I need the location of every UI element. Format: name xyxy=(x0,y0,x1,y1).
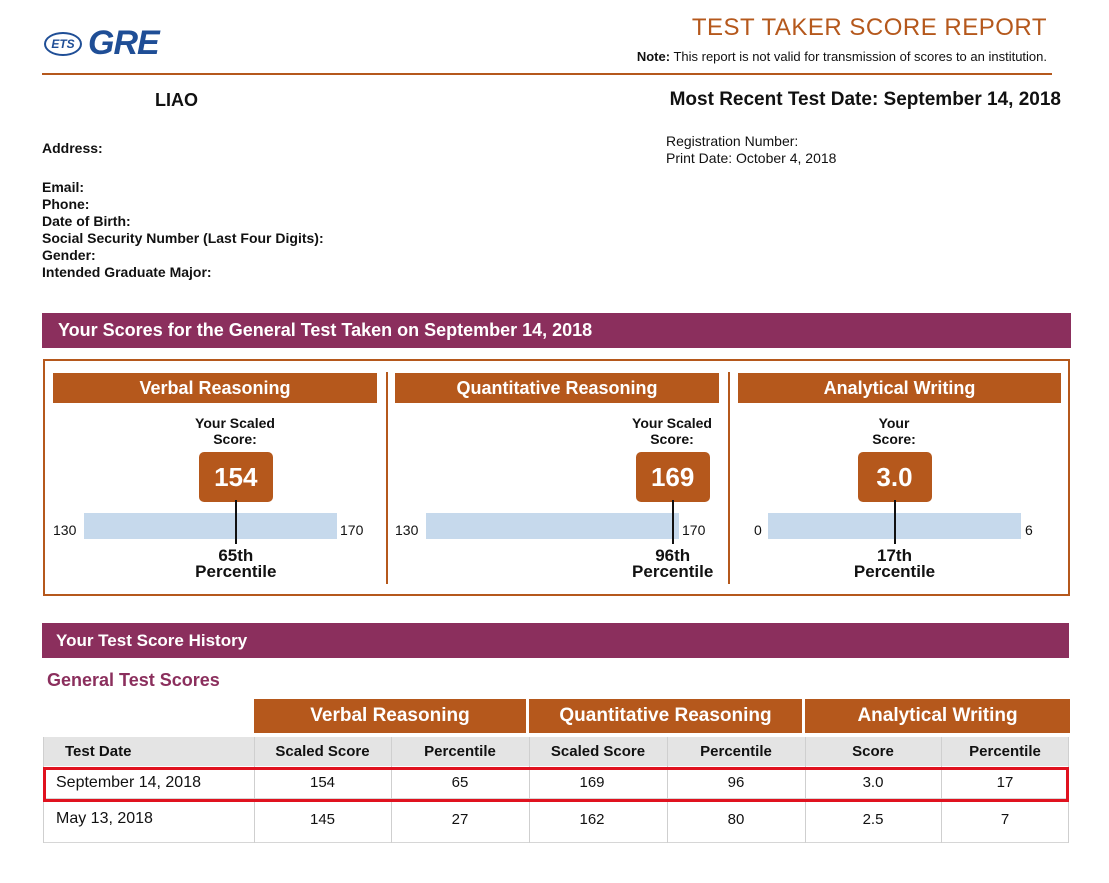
ets-badge: ETS xyxy=(44,31,82,56)
row-writing-score: 3.0 xyxy=(862,774,884,791)
history-group-quant: Quantitative Reasoning xyxy=(529,699,802,733)
address-label: Address: xyxy=(42,140,103,156)
row-quant-percentile: 96 xyxy=(727,774,745,791)
score-label-line: Score: xyxy=(872,431,916,447)
percentile-value: 65th xyxy=(218,546,254,565)
column-separator xyxy=(941,737,942,843)
score-label-line: Your xyxy=(878,415,910,431)
score-label-line: Score: xyxy=(213,431,257,447)
gre-wordmark: GRE xyxy=(88,24,160,62)
table-row xyxy=(43,803,1069,843)
quant-panel-header: Quantitative Reasoning xyxy=(395,373,719,403)
verbal-percentile: 65th Percentile xyxy=(176,546,296,581)
col-verbal-scaled: Scaled Score xyxy=(275,743,370,760)
phone-label: Phone: xyxy=(42,196,90,212)
writing-score-label: Your Score: xyxy=(834,415,954,447)
verbal-max-label: 170 xyxy=(340,522,364,538)
col-verbal-percentile: Percentile xyxy=(424,743,496,760)
gre-logo: ETS GRE xyxy=(44,24,160,63)
verbal-min-label: 130 xyxy=(53,522,77,538)
percentile-word: Percentile xyxy=(853,562,936,581)
gender-label: Gender: xyxy=(42,247,96,263)
percentile-value: 17th xyxy=(877,546,912,565)
verbal-score-marker xyxy=(234,500,237,544)
score-label-line: Score: xyxy=(650,431,694,447)
row-verbal-scaled: 145 xyxy=(309,810,336,828)
report-title: TEST TAKER SCORE REPORT xyxy=(691,14,1047,41)
verbal-range-bar xyxy=(84,513,337,539)
candidate-name: LIAO xyxy=(155,90,198,110)
row-date: September 14, 2018 xyxy=(56,773,201,791)
note-text: This report is not valid for transmissio… xyxy=(673,49,1047,64)
candidate-info-list: Email: Phone: Date of Birth: Social Secu… xyxy=(42,179,324,281)
writing-panel-header: Analytical Writing xyxy=(738,373,1061,403)
writing-min-label: 0 xyxy=(754,522,762,538)
quant-min-label: 130 xyxy=(395,522,419,538)
scores-frame xyxy=(43,359,1070,596)
quant-score-box: 169 xyxy=(635,452,710,502)
writing-score-marker xyxy=(893,500,896,544)
verbal-score-box: 154 xyxy=(198,452,273,502)
column-separator xyxy=(805,737,806,843)
history-group-writing: Analytical Writing xyxy=(805,699,1070,733)
row-verbal-scaled: 154 xyxy=(309,774,336,791)
col-quant-scaled: Scaled Score xyxy=(550,743,646,760)
row-date: May 13, 2018 xyxy=(56,810,153,827)
email-label: Email: xyxy=(42,179,85,195)
row-writing-percentile: 7 xyxy=(1000,810,1010,828)
dob-label: Date of Birth: xyxy=(42,213,131,229)
row-quant-scaled: 162 xyxy=(579,810,605,828)
verbal-panel-header: Verbal Reasoning xyxy=(53,373,377,403)
row-quant-percentile: 80 xyxy=(727,810,745,828)
row-quant-scaled: 169 xyxy=(579,774,605,791)
col-writing-percentile: Percentile xyxy=(969,743,1041,760)
row-verbal-percentile: 27 xyxy=(451,810,469,828)
major-label: Intended Graduate Major: xyxy=(42,264,212,280)
writing-max-label: 6 xyxy=(1025,522,1033,538)
column-separator xyxy=(254,737,255,843)
print-date: Print Date: October 4, 2018 xyxy=(666,150,837,166)
col-writing-score: Score xyxy=(852,743,894,760)
table-row xyxy=(43,766,1069,799)
quant-range-bar xyxy=(426,513,679,539)
general-test-scores-title: General Test Scores xyxy=(47,670,220,690)
quant-score-label: Your Scaled Score: xyxy=(612,415,732,447)
row-writing-percentile: 17 xyxy=(996,774,1014,791)
ssn-label: Social Security Number (Last Four Digits… xyxy=(42,230,324,246)
history-group-verbal: Verbal Reasoning xyxy=(254,699,526,733)
percentile-word: Percentile xyxy=(632,562,714,581)
report-note: Note: This report is not valid for trans… xyxy=(637,49,1047,64)
col-quant-percentile: Percentile xyxy=(700,743,772,760)
writing-percentile: 17th Percentile xyxy=(835,546,955,581)
writing-score-box: 3.0 xyxy=(857,452,932,502)
quant-max-label: 170 xyxy=(682,522,706,538)
row-writing-score: 2.5 xyxy=(862,810,884,828)
history-section-title: Your Test Score History xyxy=(42,623,1069,658)
header-divider xyxy=(42,73,1052,75)
note-label: Note: xyxy=(636,49,671,64)
panel-divider xyxy=(728,372,730,584)
percentile-word: Percentile xyxy=(195,562,277,581)
scores-section-title: Your Scores for the General Test Taken o… xyxy=(42,313,1071,348)
most-recent-row-highlight xyxy=(43,767,1069,802)
column-separator xyxy=(667,737,668,843)
registration-number: Registration Number: xyxy=(666,133,799,149)
row-verbal-percentile: 65 xyxy=(451,774,469,791)
history-column-header-row xyxy=(43,737,1069,766)
column-separator xyxy=(391,737,392,843)
verbal-score-label: Your Scaled Score: xyxy=(175,415,295,447)
recent-test-date: Most Recent Test Date: September 14, 201… xyxy=(669,89,1061,110)
quant-score-marker xyxy=(671,500,674,544)
score-label-line: Your Scaled xyxy=(195,415,275,431)
score-label-line: Your Scaled xyxy=(632,415,712,431)
panel-divider xyxy=(386,372,388,584)
percentile-value: 96th xyxy=(655,546,691,565)
col-test-date: Test Date xyxy=(65,743,132,760)
column-separator xyxy=(529,737,530,843)
quant-percentile: 96th Percentile xyxy=(613,546,733,581)
